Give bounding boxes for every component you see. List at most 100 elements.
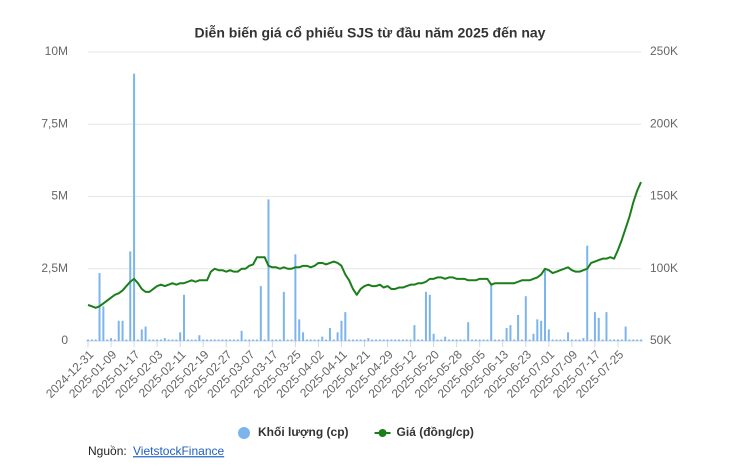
- volume-bar: [144, 326, 147, 341]
- volume-bar: [440, 339, 443, 341]
- volume-bar: [351, 339, 354, 341]
- volume-bar: [279, 339, 282, 341]
- volume-bar: [413, 325, 416, 341]
- volume-bar: [240, 330, 243, 341]
- volume-bar: [543, 268, 546, 341]
- volume-bar: [271, 339, 274, 341]
- volume-bar: [394, 339, 397, 341]
- volume-bar: [229, 339, 232, 341]
- volume-bar: [570, 339, 573, 341]
- volume-bar: [344, 312, 347, 341]
- volume-bar: [309, 339, 312, 341]
- volume-bar: [325, 339, 328, 341]
- volume-bar: [467, 322, 470, 341]
- volume-bar: [447, 339, 450, 341]
- legend-label: Khối lượng (cp): [258, 425, 349, 439]
- source-label: Nguồn:: [88, 444, 127, 458]
- volume-bar: [398, 339, 401, 341]
- volume-bar: [520, 339, 523, 341]
- volume-bar: [133, 73, 136, 342]
- volume-bar: [313, 339, 316, 341]
- volume-bar: [305, 339, 308, 341]
- volume-bar: [382, 339, 385, 341]
- volume-bar: [432, 333, 435, 341]
- volume-bar: [328, 327, 331, 341]
- y-tick-label: 7,5M: [41, 116, 68, 130]
- volume-bar: [636, 339, 639, 341]
- volume-bar: [417, 339, 420, 341]
- volume-bar: [547, 329, 550, 341]
- legend-label: Giá (đồng/cp): [397, 425, 474, 439]
- chart-title: Diễn biến giá cổ phiếu SJS từ đầu năm 20…: [195, 25, 546, 41]
- volume-bar: [367, 338, 370, 341]
- volume-bar: [601, 339, 604, 341]
- volume-bar: [282, 291, 285, 341]
- volume-bar: [597, 317, 600, 341]
- volume-bar: [463, 339, 466, 341]
- volume-bar: [110, 338, 113, 341]
- volume-bar: [217, 339, 220, 341]
- volume-bar: [551, 339, 554, 341]
- volume-bar: [348, 339, 351, 341]
- volume-bar: [505, 327, 508, 341]
- volume-bar: [421, 339, 424, 341]
- volume-bar: [582, 338, 585, 341]
- source-link[interactable]: VietstockFinance: [133, 444, 224, 458]
- volume-bar: [494, 339, 497, 341]
- volume-bar: [605, 312, 608, 341]
- volume-bar: [140, 329, 143, 341]
- volume-bar: [175, 339, 178, 341]
- volume-bar: [340, 320, 343, 341]
- volume-bar: [94, 339, 97, 341]
- volume-bar: [355, 339, 358, 341]
- volume-bar: [163, 338, 166, 341]
- volume-bar: [586, 245, 589, 341]
- volume-bar: [321, 336, 324, 341]
- volume-bar: [209, 339, 212, 341]
- volume-bar: [244, 339, 247, 341]
- volume-bar: [148, 339, 151, 341]
- volume-bar: [136, 339, 139, 341]
- volume-bar: [121, 320, 124, 341]
- volume-bar: [409, 339, 412, 341]
- volume-bar: [159, 339, 162, 341]
- y-tick-label: 0: [61, 333, 68, 347]
- volume-bar: [194, 339, 197, 341]
- volume-bar: [378, 339, 381, 341]
- volume-bar: [640, 339, 642, 341]
- volume-bar: [236, 339, 239, 341]
- volume-bar: [478, 339, 481, 341]
- price-line: [87, 181, 642, 309]
- volume-bar: [528, 339, 531, 341]
- volume-bar: [298, 319, 301, 341]
- volume-bar: [87, 339, 89, 341]
- volume-bar: [567, 332, 570, 341]
- y2-tick-label: 250K: [650, 44, 678, 58]
- volume-bar: [574, 339, 577, 341]
- volume-bar: [471, 339, 474, 341]
- volume-bar: [405, 339, 408, 341]
- volume-bar: [113, 339, 116, 341]
- volume-bar: [459, 339, 462, 341]
- volume-bar: [225, 339, 228, 341]
- volume-bar: [275, 339, 278, 341]
- volume-bar: [424, 291, 427, 341]
- volume-bar: [451, 339, 454, 341]
- volume-bar: [513, 339, 516, 341]
- legend-symbol: [238, 427, 250, 439]
- volume-bar: [455, 339, 458, 341]
- volume-bar: [482, 339, 485, 341]
- volume-bar: [616, 339, 619, 341]
- volume-bar: [359, 339, 362, 341]
- volume-bar: [386, 339, 389, 341]
- volume-bar: [428, 294, 431, 341]
- volume-bar: [563, 339, 566, 341]
- volume-bar: [578, 339, 581, 341]
- volume-bar: [624, 326, 627, 341]
- volume-bar: [248, 339, 251, 341]
- volume-bar: [609, 339, 612, 341]
- volume-bar: [628, 339, 631, 341]
- volume-bar: [286, 339, 289, 341]
- volume-bar: [183, 294, 186, 341]
